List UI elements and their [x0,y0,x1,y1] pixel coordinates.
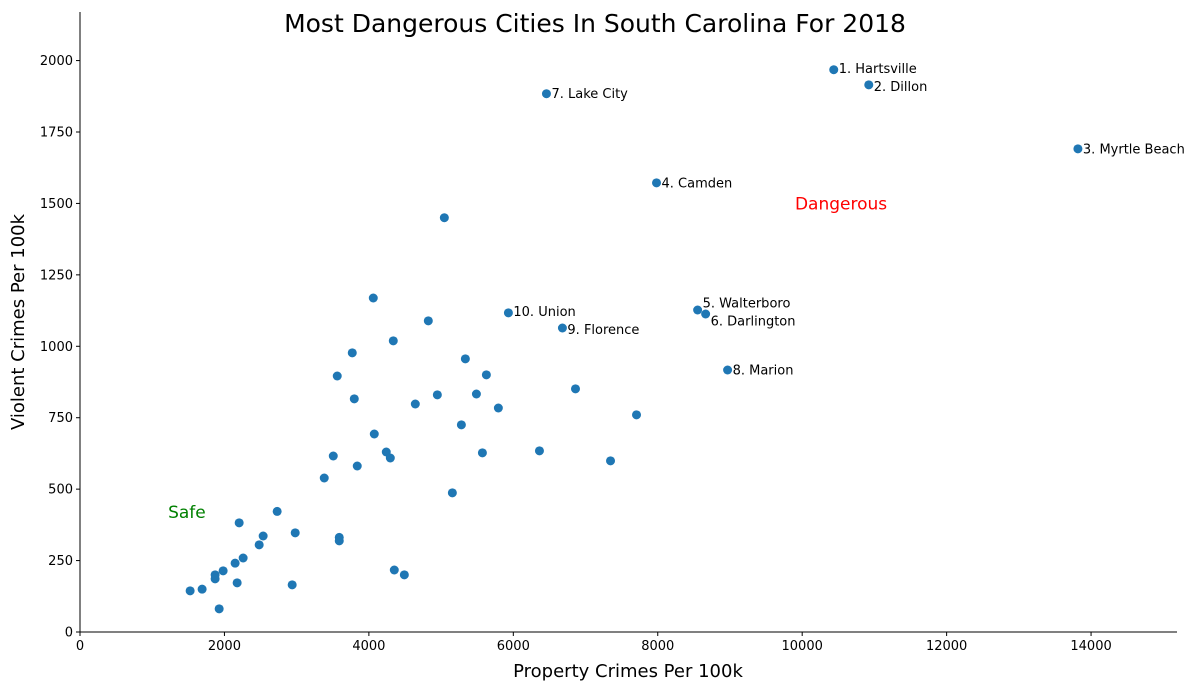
data-point [606,456,616,466]
data-point [334,536,344,546]
data-point [493,403,503,413]
data-point [368,293,378,303]
data-point-labeled [864,80,874,90]
data-point [460,354,470,364]
y-tick-label: 1750 [40,126,73,141]
data-point [388,336,398,346]
data-point-labeled [693,305,703,315]
point-label: 1. Hartsville [839,62,917,77]
data-point [369,429,379,439]
point-label: 7. Lake City [551,87,628,102]
point-label: 4. Camden [662,176,733,191]
data-point-labeled [541,89,551,99]
data-point [287,580,297,590]
annotation-safe: Safe [168,503,206,523]
data-point [471,389,481,399]
point-label: 6. Darlington [711,315,796,330]
data-point-labeled [557,323,567,333]
data-point [481,370,491,380]
data-point [423,316,433,326]
data-point [230,558,240,568]
point-label: 2. Dillon [874,80,928,95]
y-tick-label: 500 [48,483,73,498]
y-tick-label: 2000 [40,54,73,69]
data-point [328,451,338,461]
data-point [456,420,466,430]
data-point [477,448,487,458]
data-point [185,586,195,596]
data-point [447,488,457,498]
data-point [319,473,329,483]
data-point [410,399,420,409]
x-tick-label: 2000 [208,639,241,654]
annotation-dangerous: Dangerous [795,194,887,214]
y-axis-label: Violent Crimes Per 100k [8,213,29,430]
y-tick-label: 250 [48,554,73,569]
chart-title: Most Dangerous Cities In South Carolina … [284,9,906,38]
y-tick-label: 1500 [40,197,73,212]
point-label: 3. Myrtle Beach [1083,142,1185,157]
x-tick-label: 4000 [352,639,385,654]
point-label: 8. Marion [733,364,794,379]
data-point-labeled [829,65,839,75]
data-point [432,390,442,400]
x-tick-label: 14000 [1070,639,1111,654]
data-point [332,371,342,381]
data-point [214,604,224,614]
x-tick-label: 12000 [926,639,967,654]
data-point [197,584,207,594]
data-point [234,518,244,528]
x-axis-label: Property Crimes Per 100k [513,661,743,682]
point-label: 9. Florence [567,323,639,338]
data-point [632,410,642,420]
data-point-labeled [1073,144,1083,154]
data-point [385,453,395,463]
data-point [347,348,357,358]
point-label: 5. Walterboro [703,297,791,312]
y-tick-label: 1000 [40,340,73,355]
x-tick-label: 0 [76,639,84,654]
data-point [254,540,264,550]
data-point-labeled [503,308,513,318]
x-tick-label: 8000 [641,639,674,654]
y-tick-label: 0 [65,626,73,641]
data-point-labeled [723,365,733,375]
data-point [439,213,449,223]
data-point [238,553,248,563]
x-tick-label: 10000 [782,639,823,654]
data-point [232,578,242,588]
y-tick-label: 750 [48,411,73,426]
data-point [352,461,362,471]
data-point [258,531,268,541]
data-point [570,384,580,394]
data-point [210,574,220,584]
data-point [290,528,300,538]
y-tick-label: 1250 [40,268,73,283]
data-point [389,565,399,575]
data-point-labeled [652,178,662,188]
data-point-labeled [701,309,711,319]
data-point [272,506,282,516]
x-tick-label: 6000 [497,639,530,654]
point-label: 10. Union [513,305,575,320]
data-point [218,566,228,576]
data-point [534,446,544,456]
data-point [399,570,409,580]
data-point [349,394,359,404]
